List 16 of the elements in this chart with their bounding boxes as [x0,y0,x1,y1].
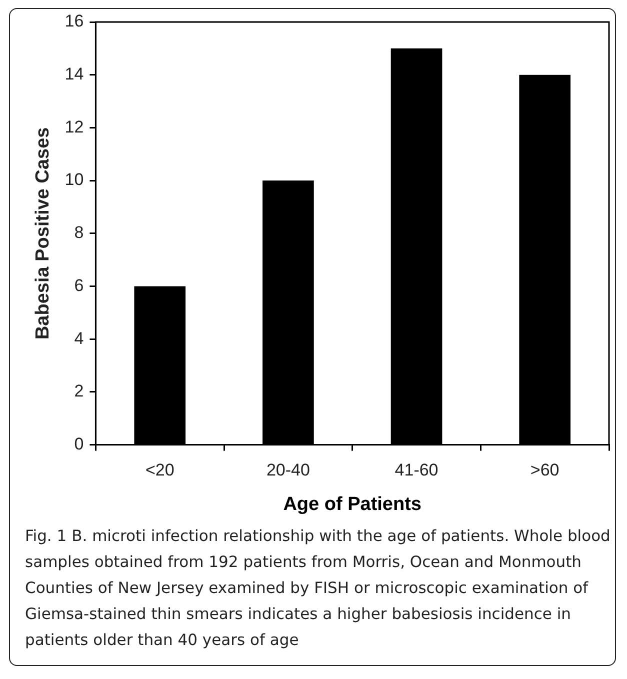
y-axis-title: Babesia Positive Cases [32,127,54,340]
x-axis-title: Age of Patients [283,494,422,515]
x-tick-label: <20 [145,460,174,480]
y-tick-label: 4 [74,328,84,348]
y-tick-label: 2 [74,382,84,401]
y-tick-label: 6 [74,276,84,295]
y-tick-label: 14 [64,64,84,84]
x-tick-label: 20-40 [266,460,310,480]
caption: Fig. 1 B. microti infection relationship with the age of patients. Whole blood samples obtained from 192 patients from Morris, Ocean and Monmouth Counties of New Jersey examined by FISH or microscopic examination of Giemsa-stained thin smears indicates a higher babesiosis incidence in patients older than 40 years of age [25,526,612,651]
y-tick-label: 12 [64,117,84,136]
y-tick-label: 0 [74,434,84,454]
x-tick-label: >60 [530,460,560,480]
y-tick-label: 8 [74,223,84,242]
y-tick-label: 16 [64,12,84,31]
x-tick-label: 41-60 [394,460,438,480]
y-tick-label: 10 [64,170,84,190]
